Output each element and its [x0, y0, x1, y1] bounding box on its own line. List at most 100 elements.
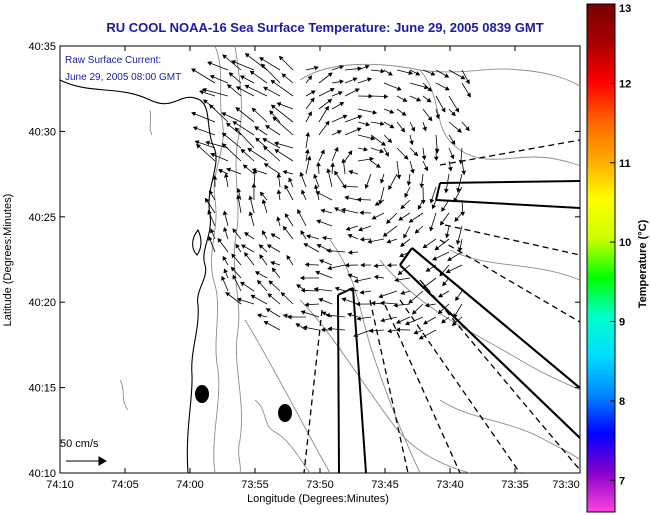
- current-vector-head: [396, 174, 402, 180]
- current-vector-head: [257, 279, 262, 285]
- current-vector-head: [204, 197, 210, 203]
- current-vector-head: [454, 217, 459, 222]
- current-vector-head: [320, 208, 326, 214]
- current-vector: [270, 80, 294, 97]
- current-vector-head: [244, 252, 249, 257]
- current-vector: [263, 146, 281, 162]
- current-vector-head: [230, 266, 236, 272]
- current-vector-head: [430, 71, 436, 76]
- current-vector-head: [261, 230, 267, 236]
- current-vector-head: [263, 86, 268, 91]
- current-vector-head: [236, 297, 242, 303]
- current-vector-head: [434, 245, 440, 251]
- current-vector-head: [287, 314, 292, 320]
- current-vector-head: [239, 75, 245, 80]
- current-vector-head: [418, 335, 424, 340]
- current-vector-head: [280, 292, 286, 297]
- current-vector-head: [265, 125, 271, 130]
- current-vector-head: [380, 141, 386, 146]
- current-vector-head: [232, 228, 237, 234]
- current-vector-head: [457, 247, 463, 253]
- current-vector-head: [205, 140, 210, 146]
- current-vector-head: [248, 211, 254, 216]
- current-vector-head: [315, 191, 321, 196]
- current-vector-head: [356, 316, 361, 321]
- current-vector-head: [371, 215, 377, 220]
- current-vector-head: [364, 64, 370, 70]
- current-vector-head: [389, 109, 395, 114]
- current-vector-head: [431, 204, 437, 210]
- current-vector-head: [344, 262, 350, 268]
- current-vector-head: [270, 260, 276, 266]
- current-vector-head: [201, 87, 207, 93]
- current-vector-head: [270, 233, 276, 238]
- current-vector-head: [399, 252, 405, 258]
- current-vector-head: [263, 163, 269, 168]
- colorbar-tick-label: 7: [619, 475, 625, 487]
- current-vector-head: [316, 219, 322, 224]
- current-vector-head: [359, 236, 365, 242]
- current-vector-head: [242, 164, 248, 169]
- current-vector-head: [207, 209, 212, 215]
- current-vector-head: [209, 74, 215, 80]
- current-vector-head: [276, 189, 282, 194]
- current-vector-head: [300, 288, 306, 293]
- current-vector-head: [221, 275, 226, 281]
- current-vector-head: [263, 145, 268, 151]
- current-vector-head: [251, 183, 257, 188]
- current-vector-head: [347, 312, 352, 318]
- current-vector: [245, 85, 268, 97]
- current-vector-head: [359, 210, 364, 216]
- current-vector-head: [304, 262, 310, 267]
- current-vector-head: [273, 141, 279, 146]
- current-vector-head: [232, 274, 237, 280]
- current-vector-head: [375, 163, 381, 168]
- marker-station-2: [278, 404, 292, 422]
- current-vector-head: [303, 243, 309, 248]
- current-vector-head: [194, 140, 200, 145]
- current-vector-head: [395, 327, 401, 333]
- colorbar: [586, 3, 616, 513]
- current-vector: [191, 68, 216, 84]
- current-vector-head: [221, 143, 227, 148]
- current-vector-head: [236, 187, 242, 193]
- current-vector-head: [315, 270, 321, 276]
- current-vector-head: [313, 286, 319, 292]
- current-vector-head: [248, 195, 253, 201]
- current-vector-head: [466, 92, 471, 98]
- current-vector: [221, 112, 242, 123]
- current-vector-head: [326, 248, 331, 253]
- current-vector-head: [410, 169, 415, 174]
- inset-line-1: Raw Surface Current:: [65, 55, 161, 66]
- current-vector-head: [336, 130, 342, 135]
- current-vector-head: [300, 230, 305, 235]
- current-vector-head: [348, 169, 354, 175]
- current-vector-head: [276, 216, 281, 222]
- x-tick-label: 74:00: [176, 479, 204, 491]
- current-vector-head: [368, 93, 373, 99]
- current-vector: [271, 104, 294, 123]
- current-vector-head: [347, 273, 353, 279]
- current-vector-head: [337, 91, 343, 96]
- colorbar-ticks: 7 8 9 10 11 12 13: [610, 3, 631, 487]
- current-vector-head: [411, 309, 417, 315]
- current-vector: [222, 132, 242, 149]
- current-vector-head: [380, 300, 385, 306]
- current-vector-head: [334, 170, 339, 176]
- x-tick-label: 73:30: [552, 479, 580, 491]
- current-vector: [191, 112, 216, 123]
- current-vector-head: [422, 243, 428, 249]
- current-vector-head: [300, 310, 306, 315]
- current-vector-head: [327, 265, 332, 271]
- current-vector-head: [327, 72, 333, 77]
- current-vector-head: [387, 328, 392, 334]
- current-vector-head: [363, 146, 369, 152]
- current-vector-head: [333, 207, 339, 212]
- current-vector-head: [417, 204, 422, 210]
- current-vector-head: [267, 293, 273, 298]
- current-vector-head: [301, 189, 306, 195]
- current-vector-head: [380, 317, 385, 323]
- current-vector: [222, 54, 242, 71]
- current-vector-head: [341, 207, 346, 213]
- current-vector-head: [316, 244, 322, 249]
